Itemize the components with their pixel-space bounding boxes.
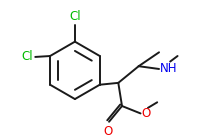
Text: Cl: Cl (69, 10, 81, 23)
Text: NH: NH (160, 62, 178, 75)
Text: Cl: Cl (22, 50, 33, 63)
Text: O: O (103, 126, 113, 138)
Text: O: O (141, 107, 151, 120)
